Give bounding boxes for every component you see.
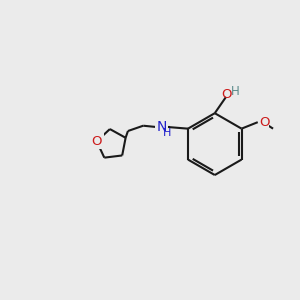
Text: O: O [259, 116, 269, 129]
Text: O: O [92, 135, 102, 148]
Text: H: H [231, 85, 239, 98]
Text: O: O [222, 88, 232, 101]
Text: N: N [156, 120, 167, 134]
Text: H: H [163, 128, 171, 138]
